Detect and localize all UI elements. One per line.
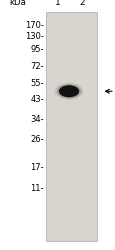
Text: 1: 1 xyxy=(54,0,60,7)
Text: 130-: 130- xyxy=(25,32,44,41)
Text: 2: 2 xyxy=(79,0,84,7)
Ellipse shape xyxy=(58,85,78,97)
Text: 34-: 34- xyxy=(30,116,44,124)
Text: 95-: 95- xyxy=(30,46,44,54)
Text: kDa: kDa xyxy=(9,0,26,7)
Text: 55-: 55- xyxy=(30,79,44,88)
Bar xyxy=(46,12,96,241)
Text: 26-: 26- xyxy=(30,136,44,144)
Text: 17-: 17- xyxy=(30,163,44,172)
Text: 72-: 72- xyxy=(30,62,44,71)
Text: 170-: 170- xyxy=(25,20,44,30)
Ellipse shape xyxy=(54,83,82,100)
Text: 11-: 11- xyxy=(30,184,44,193)
Text: 43-: 43- xyxy=(30,96,44,104)
Ellipse shape xyxy=(56,84,80,98)
